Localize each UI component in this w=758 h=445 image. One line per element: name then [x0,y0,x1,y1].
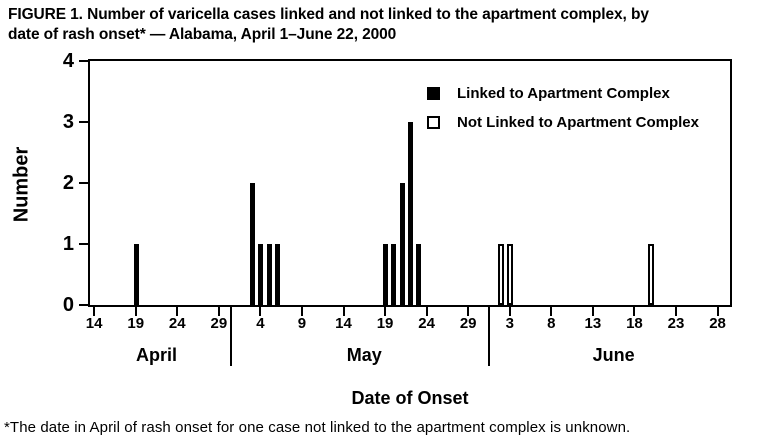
legend-item-not-linked: Not Linked to Apartment Complex [427,113,699,131]
x-tick-april-19 [134,307,137,316]
legend-label-linked: Linked to Apartment Complex [457,84,670,102]
x-tick-may-4 [259,307,262,316]
footnote: *The date in April of rash onset for one… [4,419,631,436]
bar-linked-may-22 [408,122,413,305]
figure-title: FIGURE 1. Number of varicella cases link… [8,6,649,43]
y-axis-title: Number [10,146,33,222]
bar-linked-may-4 [258,244,264,305]
bar-linked-may-23 [416,244,422,305]
x-tick-june-28 [716,307,719,316]
bar-not-linked-june-20 [648,244,655,305]
x-tick-label-june-3: 3 [505,315,514,332]
bar-linked-may-5 [266,244,272,305]
bar-not-linked-june-3 [506,244,513,305]
x-tick-label-june-18: 18 [626,315,643,332]
y-tick-label-1: 1 [62,233,74,255]
x-tick-label-may-4: 4 [256,315,265,332]
y-tick-0 [79,304,90,306]
x-tick-label-may-9: 9 [297,315,307,332]
x-tick-label-may-19: 19 [376,315,394,332]
x-tick-june-8 [550,307,553,316]
x-tick-label-june-8: 8 [547,315,556,332]
month-separator-may [230,307,233,366]
y-tick-3 [79,121,90,123]
x-tick-april-14 [93,307,96,316]
y-tick-label-4: 4 [62,50,74,72]
x-tick-may-9 [300,307,303,316]
x-axis-title: Date of Onset [351,388,469,408]
x-tick-label-april-29: 29 [210,315,228,332]
y-axis-title-wrap: Number [2,64,42,304]
x-tick-june-3 [508,307,511,316]
x-tick-may-14 [342,307,345,316]
filled-square-icon [427,86,440,100]
y-tick-2 [79,182,90,184]
x-tick-label-june-13: 13 [584,315,602,332]
legend-item-linked: Linked to Apartment Complex [427,84,670,102]
y-tick-label-0: 0 [62,294,74,316]
bar-linked-may-6 [275,244,280,305]
y-tick-1 [79,243,90,245]
x-tick-label-april-14: 14 [85,315,103,332]
bar-linked-may-3 [250,183,256,305]
x-tick-label-june-23: 23 [667,315,685,332]
bar-linked-april-19 [133,244,139,305]
x-tick-june-13 [591,307,594,316]
legend-label-not-linked: Not Linked to Apartment Complex [457,113,699,131]
bar-linked-may-19 [383,244,389,305]
x-tick-label-april-19: 19 [127,315,145,332]
x-tick-may-19 [384,307,387,316]
x-tick-april-24 [176,307,179,316]
x-tick-label-april-24: 24 [168,315,186,332]
y-tick-4 [79,60,90,62]
y-tick-label-3: 3 [62,111,74,133]
y-tick-label-2: 2 [62,172,74,194]
month-label-april: April [135,345,177,365]
month-label-june: June [592,345,635,365]
bar-linked-may-20 [391,244,397,305]
month-separator-june [487,307,490,366]
x-tick-label-may-29: 29 [459,315,477,332]
x-tick-label-may-24: 24 [418,315,435,332]
x-tick-label-may-14: 14 [335,315,352,332]
open-square-icon [427,115,440,129]
x-tick-label-june-28: 28 [709,315,726,332]
bar-linked-may-21 [399,183,405,305]
x-tick-june-18 [633,307,636,316]
x-tick-april-29 [217,307,220,316]
month-label-may: May [346,345,382,365]
x-tick-june-23 [674,307,677,316]
x-tick-may-29 [467,307,470,316]
bar-not-linked-june-2 [498,244,505,305]
x-tick-may-24 [425,307,428,316]
